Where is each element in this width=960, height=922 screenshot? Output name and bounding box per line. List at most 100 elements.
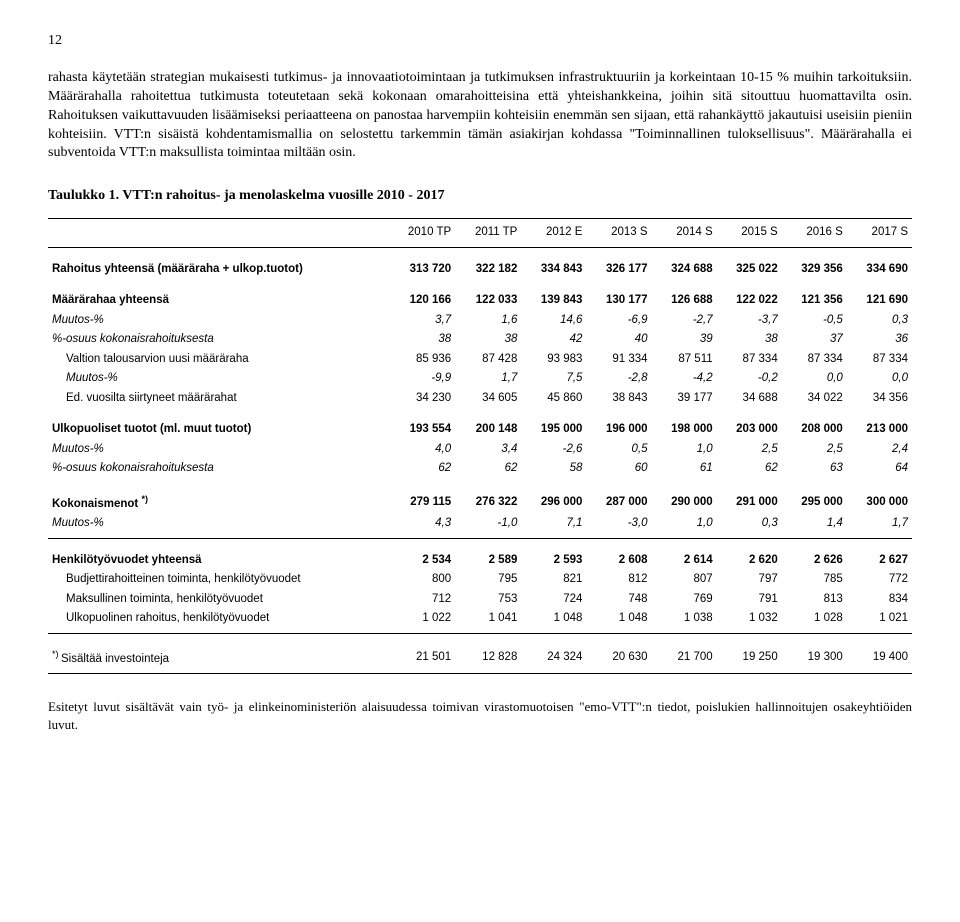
col-blank <box>48 219 388 248</box>
cell: 93 983 <box>521 350 586 370</box>
row-label: Maksullinen toiminta, henkilötyövuodet <box>48 590 388 610</box>
cell: 0,3 <box>717 514 782 538</box>
row-label: *) Sisältää investointeja <box>48 646 388 674</box>
cell: 42 <box>521 330 586 350</box>
cell: 785 <box>782 570 847 590</box>
cell: 2 626 <box>782 551 847 571</box>
cell: -4,2 <box>652 369 717 389</box>
cell: 203 000 <box>717 420 782 440</box>
cell: 198 000 <box>652 420 717 440</box>
cell: 712 <box>388 590 455 610</box>
cell: 34 022 <box>782 389 847 409</box>
table-head-row: 2010 TP 2011 TP 2012 E 2013 S 2014 S 201… <box>48 219 912 248</box>
cell: 139 843 <box>521 291 586 311</box>
cell: 7,1 <box>521 514 586 538</box>
col-header: 2017 S <box>847 219 912 248</box>
cell: 87 428 <box>455 350 521 370</box>
row-label: Kokonaismenot *) <box>48 491 388 514</box>
cell: 821 <box>521 570 586 590</box>
cell: -2,7 <box>652 311 717 331</box>
cell: 769 <box>652 590 717 610</box>
cell: 85 936 <box>388 350 455 370</box>
cell: 1,0 <box>652 440 717 460</box>
cell: 24 324 <box>521 646 586 674</box>
cell: 34 230 <box>388 389 455 409</box>
cell: 795 <box>455 570 521 590</box>
page-number: 12 <box>48 32 912 51</box>
body-paragraph: rahasta käytetään strategian mukaisesti … <box>48 69 912 163</box>
cell: 2 620 <box>717 551 782 571</box>
footnote-sup: *) <box>52 649 61 659</box>
cell: -3,7 <box>717 311 782 331</box>
cell: 3,4 <box>455 440 521 460</box>
cell: 296 000 <box>521 491 586 514</box>
cell: 2 593 <box>521 551 586 571</box>
cell: 37 <box>782 330 847 350</box>
cell: 276 322 <box>455 491 521 514</box>
cell: 2 608 <box>586 551 651 571</box>
cell: 130 177 <box>586 291 651 311</box>
table-row: Ulkopuoliset tuotot (ml. muut tuotot) 19… <box>48 420 912 440</box>
table-row: Kokonaismenot *) 279 115 276 322 296 000… <box>48 491 912 514</box>
table-row: Muutos-% -9,9 1,7 7,5 -2,8 -4,2 -0,2 0,0… <box>48 369 912 389</box>
cell: 36 <box>847 330 912 350</box>
cell: 279 115 <box>388 491 455 514</box>
cell: 1 021 <box>847 609 912 633</box>
cell: 39 <box>652 330 717 350</box>
row-label: %-osuus kokonaisrahoituksesta <box>48 459 388 479</box>
cell: 34 605 <box>455 389 521 409</box>
footnote-sup: *) <box>141 494 148 504</box>
cell: 2,5 <box>782 440 847 460</box>
row-label: Rahoitus yhteensä (määräraha + ulkop.tuo… <box>48 260 388 280</box>
cell: 213 000 <box>847 420 912 440</box>
cell: 1,4 <box>782 514 847 538</box>
row-label: %-osuus kokonaisrahoituksesta <box>48 330 388 350</box>
table-row: Muutos-% 4,0 3,4 -2,6 0,5 1,0 2,5 2,5 2,… <box>48 440 912 460</box>
cell: 58 <box>521 459 586 479</box>
table-row: Henkilötyövuodet yhteensä 2 534 2 589 2 … <box>48 551 912 571</box>
cell: 326 177 <box>586 260 651 280</box>
cell: 62 <box>388 459 455 479</box>
cell: 1,7 <box>847 514 912 538</box>
cell: 4,0 <box>388 440 455 460</box>
cell: 60 <box>586 459 651 479</box>
cell: 21 700 <box>652 646 717 674</box>
cell: -2,6 <box>521 440 586 460</box>
cell: 126 688 <box>652 291 717 311</box>
cell: 45 860 <box>521 389 586 409</box>
cell: 797 <box>717 570 782 590</box>
table-row: %-osuus kokonaisrahoituksesta 62 62 58 6… <box>48 459 912 479</box>
cell: -1,0 <box>455 514 521 538</box>
cell: 87 511 <box>652 350 717 370</box>
table-row: %-osuus kokonaisrahoituksesta 38 38 42 4… <box>48 330 912 350</box>
footnote-text: Esitetyt luvut sisältävät vain työ- ja e… <box>48 698 912 733</box>
row-label: Muutos-% <box>48 440 388 460</box>
table-row: Ulkopuolinen rahoitus, henkilötyövuodet … <box>48 609 912 633</box>
cell: 2 589 <box>455 551 521 571</box>
row-label: Henkilötyövuodet yhteensä <box>48 551 388 571</box>
cell: 0,0 <box>847 369 912 389</box>
cell: 120 166 <box>388 291 455 311</box>
cell: 2 614 <box>652 551 717 571</box>
cell: 290 000 <box>652 491 717 514</box>
table-row: *) Sisältää investointeja 21 501 12 828 … <box>48 646 912 674</box>
cell: 122 022 <box>717 291 782 311</box>
col-header: 2015 S <box>717 219 782 248</box>
cell: 38 <box>717 330 782 350</box>
cell: 2 627 <box>847 551 912 571</box>
cell: -2,8 <box>586 369 651 389</box>
cell: 322 182 <box>455 260 521 280</box>
cell: 3,7 <box>388 311 455 331</box>
cell: 208 000 <box>782 420 847 440</box>
cell: -0,5 <box>782 311 847 331</box>
cell: 38 <box>388 330 455 350</box>
cell: 1 022 <box>388 609 455 633</box>
cell: 291 000 <box>717 491 782 514</box>
cell: 834 <box>847 590 912 610</box>
cell: 0,5 <box>586 440 651 460</box>
cell: 1,6 <box>455 311 521 331</box>
table-row: Rahoitus yhteensä (määräraha + ulkop.tuo… <box>48 260 912 280</box>
cell: 19 300 <box>782 646 847 674</box>
cell: 40 <box>586 330 651 350</box>
cell: 12 828 <box>455 646 521 674</box>
